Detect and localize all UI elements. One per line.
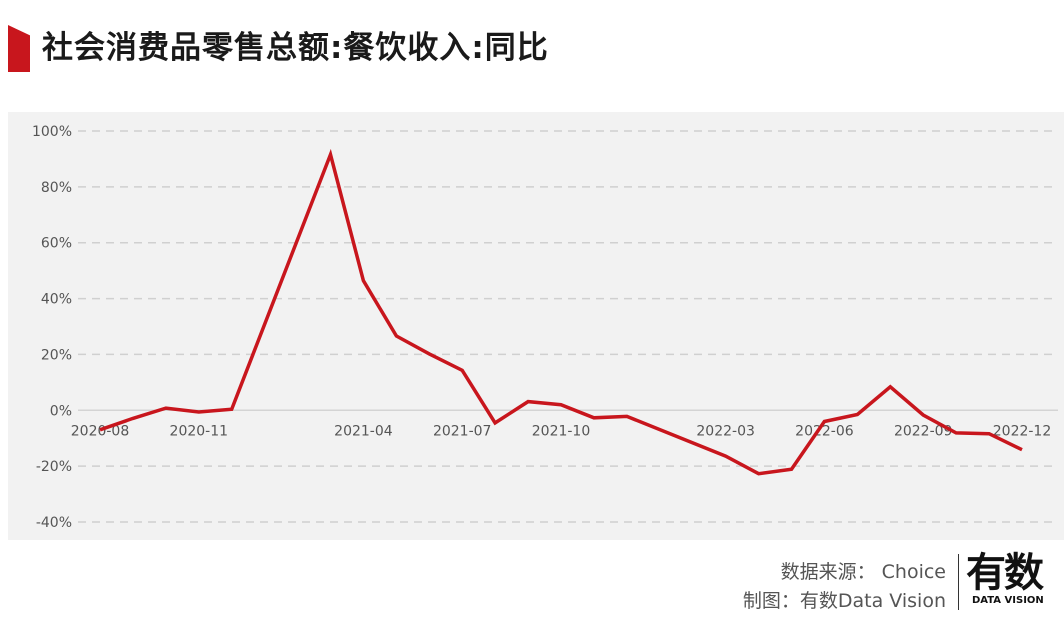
x-tick-label: 2020-08 (71, 423, 130, 439)
logo-text-en: DATA VISION (972, 595, 1044, 606)
x-tick-label: 2021-07 (433, 423, 492, 439)
footer: 数据来源： Choice 制图：有数Data Vision (743, 558, 946, 616)
series-line (99, 148, 1023, 476)
x-tick-label: 2022-12 (993, 423, 1052, 439)
footer-divider (958, 554, 959, 610)
logo-text-cn: 有数 (966, 550, 1044, 596)
y-tick-label: 40% (41, 292, 72, 308)
x-tick-label: 2020-11 (170, 423, 229, 439)
y-tick-label: 0% (50, 403, 72, 419)
title-accent-bar (8, 25, 30, 72)
maker-text: 制图：有数Data Vision (742, 590, 946, 612)
x-tick-label: 2021-10 (532, 423, 591, 439)
y-tick-label: 20% (41, 347, 72, 363)
x-tick-label: 2022-06 (795, 423, 854, 439)
x-tick-label: 2022-09 (894, 423, 953, 439)
y-tick-label: -40% (36, 515, 72, 531)
y-tick-label: 80% (41, 180, 72, 196)
y-tick-label: 100% (32, 124, 72, 140)
x-tick-label: 2022-03 (696, 423, 755, 439)
y-tick-label: 60% (41, 236, 72, 252)
plot-area (8, 112, 1064, 540)
brand-logo: 有数 DATA VISION (966, 551, 1056, 611)
source-text: 数据来源： Choice (780, 561, 946, 583)
y-tick-label: -20% (36, 459, 72, 475)
page-title: 社会消费品零售总额:餐饮收入:同比 (42, 30, 549, 66)
x-tick-label: 2021-04 (334, 423, 393, 439)
